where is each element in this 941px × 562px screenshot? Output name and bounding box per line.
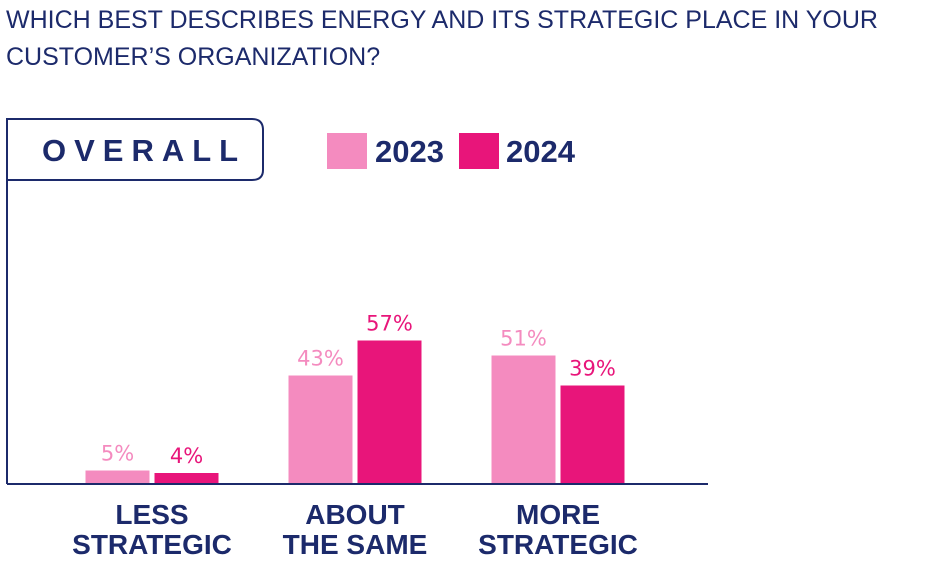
category-label-more-line1: MORE (516, 499, 600, 530)
legend-swatch-2023 (327, 133, 367, 169)
panel-frame (6, 118, 264, 484)
value-label-2023-more: 51% (500, 327, 547, 351)
value-label-2023-less: 5% (101, 442, 134, 466)
value-label-2024-less: 4% (170, 444, 203, 468)
bar-2024-less (154, 473, 219, 483)
bar-2023-same (288, 375, 353, 483)
panel-label-overall: OVERALL (42, 133, 246, 168)
legend-label-2024: 2024 (506, 134, 576, 169)
chart-question-title: WHICH BEST DESCRIBES ENERGY AND ITS STRA… (6, 6, 878, 71)
bar-group: 5% 43% 51% 4% 57% 39% (85, 312, 625, 483)
value-label-2023-same: 43% (297, 347, 344, 371)
category-label-more-line2: STRATEGIC (478, 529, 638, 560)
value-label-2024-same: 57% (366, 312, 413, 336)
category-label-less-line2: STRATEGIC (72, 529, 232, 560)
category-label-same-line2: THE SAME (283, 529, 428, 560)
category-label-less-line1: LESS (115, 499, 188, 530)
bar-2023-less (85, 470, 150, 483)
bar-2023-more (491, 355, 556, 483)
category-label-same-line1: ABOUT (305, 499, 405, 530)
bar-2024-same (357, 340, 422, 483)
legend-label-2023: 2023 (375, 134, 444, 169)
bar-2024-more (560, 385, 625, 483)
value-label-2024-more: 39% (569, 357, 616, 381)
legend-swatch-2024 (459, 133, 499, 169)
